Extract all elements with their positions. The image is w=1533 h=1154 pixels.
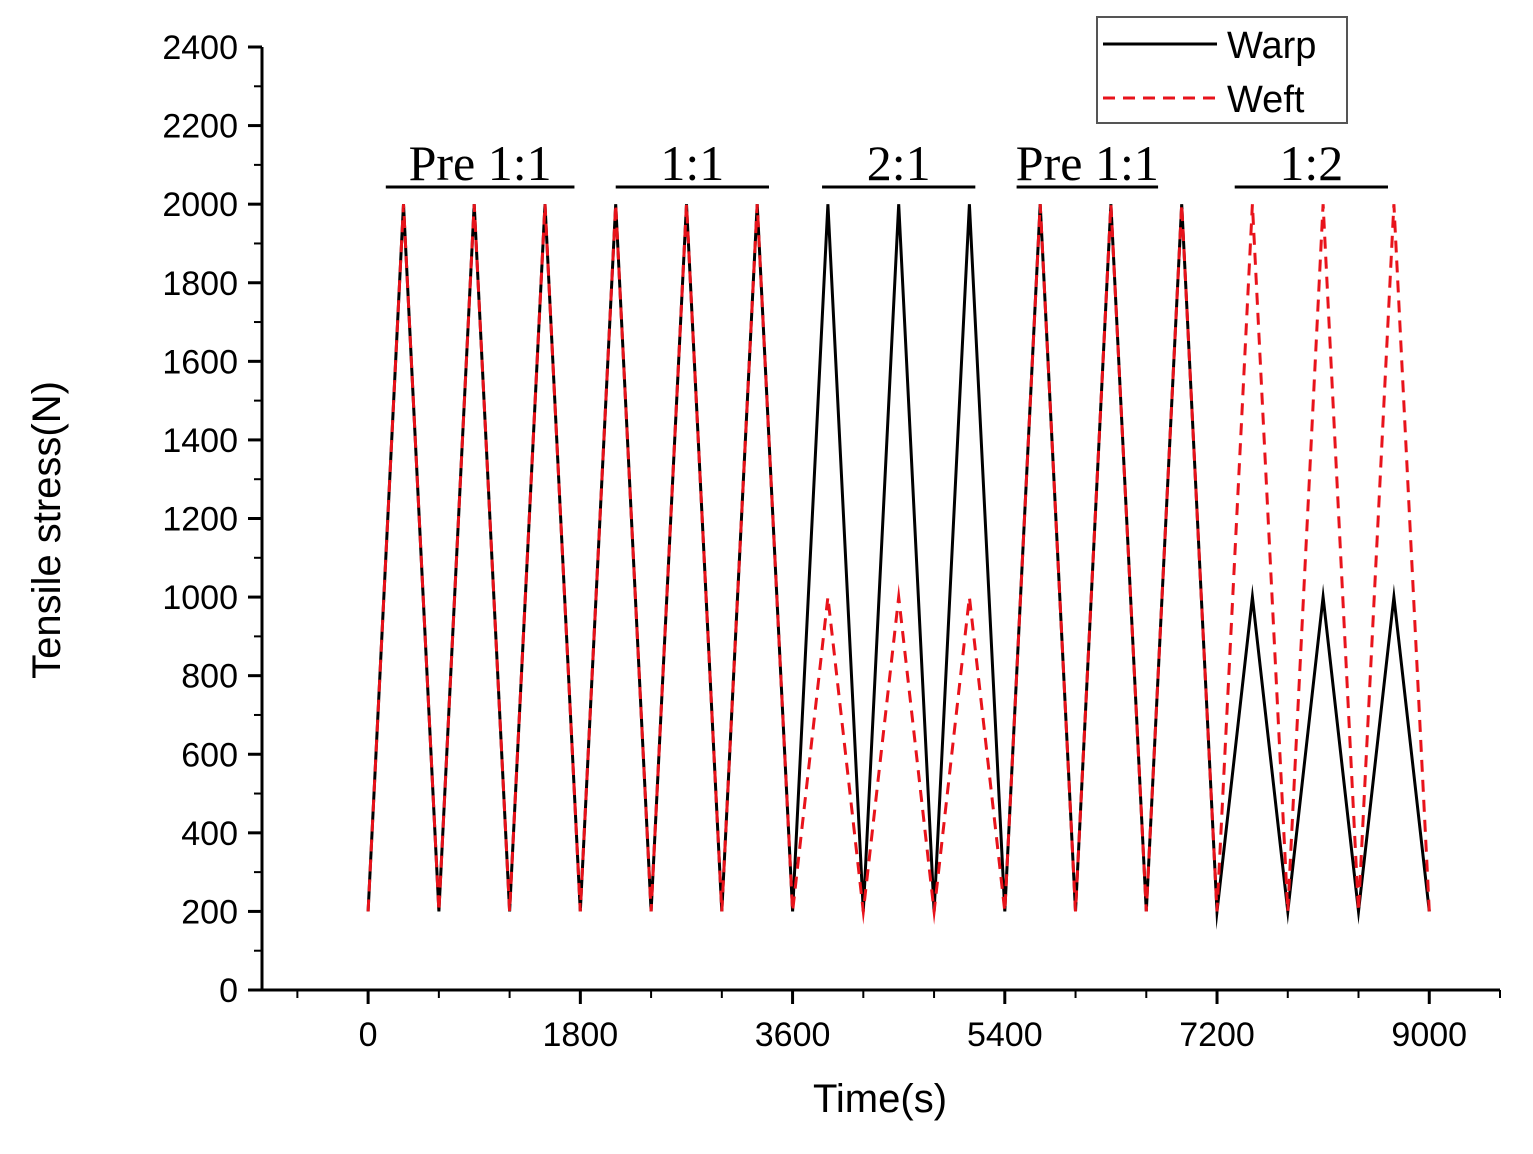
y-tick-label-6: 1200 xyxy=(162,501,238,539)
x-tick-label-1: 1800 xyxy=(543,1016,619,1054)
y-tick-label-8: 1600 xyxy=(162,343,238,381)
x-tick-label-4: 7200 xyxy=(1179,1016,1255,1054)
phase-labels: Pre 1:1 1:1 2:1 Pre 1:1 1:2 xyxy=(385,135,1388,191)
phase-label-4: 1:2 xyxy=(1279,135,1343,191)
phase-label-1: 1:1 xyxy=(660,135,724,191)
legend-box xyxy=(1096,16,1348,124)
y-tick-label-9: 1800 xyxy=(162,265,238,303)
legend-warp-label: Warp xyxy=(1227,25,1316,67)
x-axis-title: Time(s) xyxy=(813,1077,947,1121)
phase-label-2: 2:1 xyxy=(867,135,931,191)
legend-weft-label: Weft xyxy=(1227,79,1305,121)
legend: Warp Weft xyxy=(1096,16,1348,124)
y-tick-label-3: 600 xyxy=(181,736,238,774)
y-tick-label-2: 400 xyxy=(181,815,238,853)
x-tick-label-0: 0 xyxy=(359,1016,378,1054)
y-tick-label-1: 200 xyxy=(181,893,238,931)
y-tick-label-11: 2200 xyxy=(162,108,238,146)
y-tick-label-7: 1400 xyxy=(162,422,238,460)
y-axis-ticks: 0 200 400 600 800 1000 1200 1400 1600 1800 2000 220… xyxy=(162,29,262,1010)
x-tick-label-2: 3600 xyxy=(755,1016,831,1054)
y-tick-label-5: 1000 xyxy=(162,579,238,617)
x-tick-label-5: 9000 xyxy=(1391,1016,1467,1054)
y-tick-label-12: 2400 xyxy=(162,29,238,67)
phase-label-0: Pre 1:1 xyxy=(409,135,552,191)
x-axis-ticks: 0 1800 3600 5400 7200 9000 xyxy=(296,990,1501,1054)
y-tick-label-4: 800 xyxy=(181,658,238,696)
series-line-weft xyxy=(366,204,1431,930)
y-tick-label-10: 2000 xyxy=(162,186,238,224)
data-series xyxy=(366,204,1431,930)
y-axis-title: Tensile stress(N) xyxy=(25,381,69,679)
x-tick-label-3: 5400 xyxy=(967,1016,1043,1054)
y-tick-label-0: 0 xyxy=(219,972,238,1010)
phase-label-3: Pre 1:1 xyxy=(1016,135,1159,191)
